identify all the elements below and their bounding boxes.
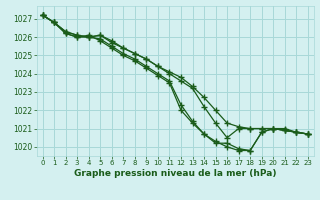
X-axis label: Graphe pression niveau de la mer (hPa): Graphe pression niveau de la mer (hPa): [74, 169, 276, 178]
